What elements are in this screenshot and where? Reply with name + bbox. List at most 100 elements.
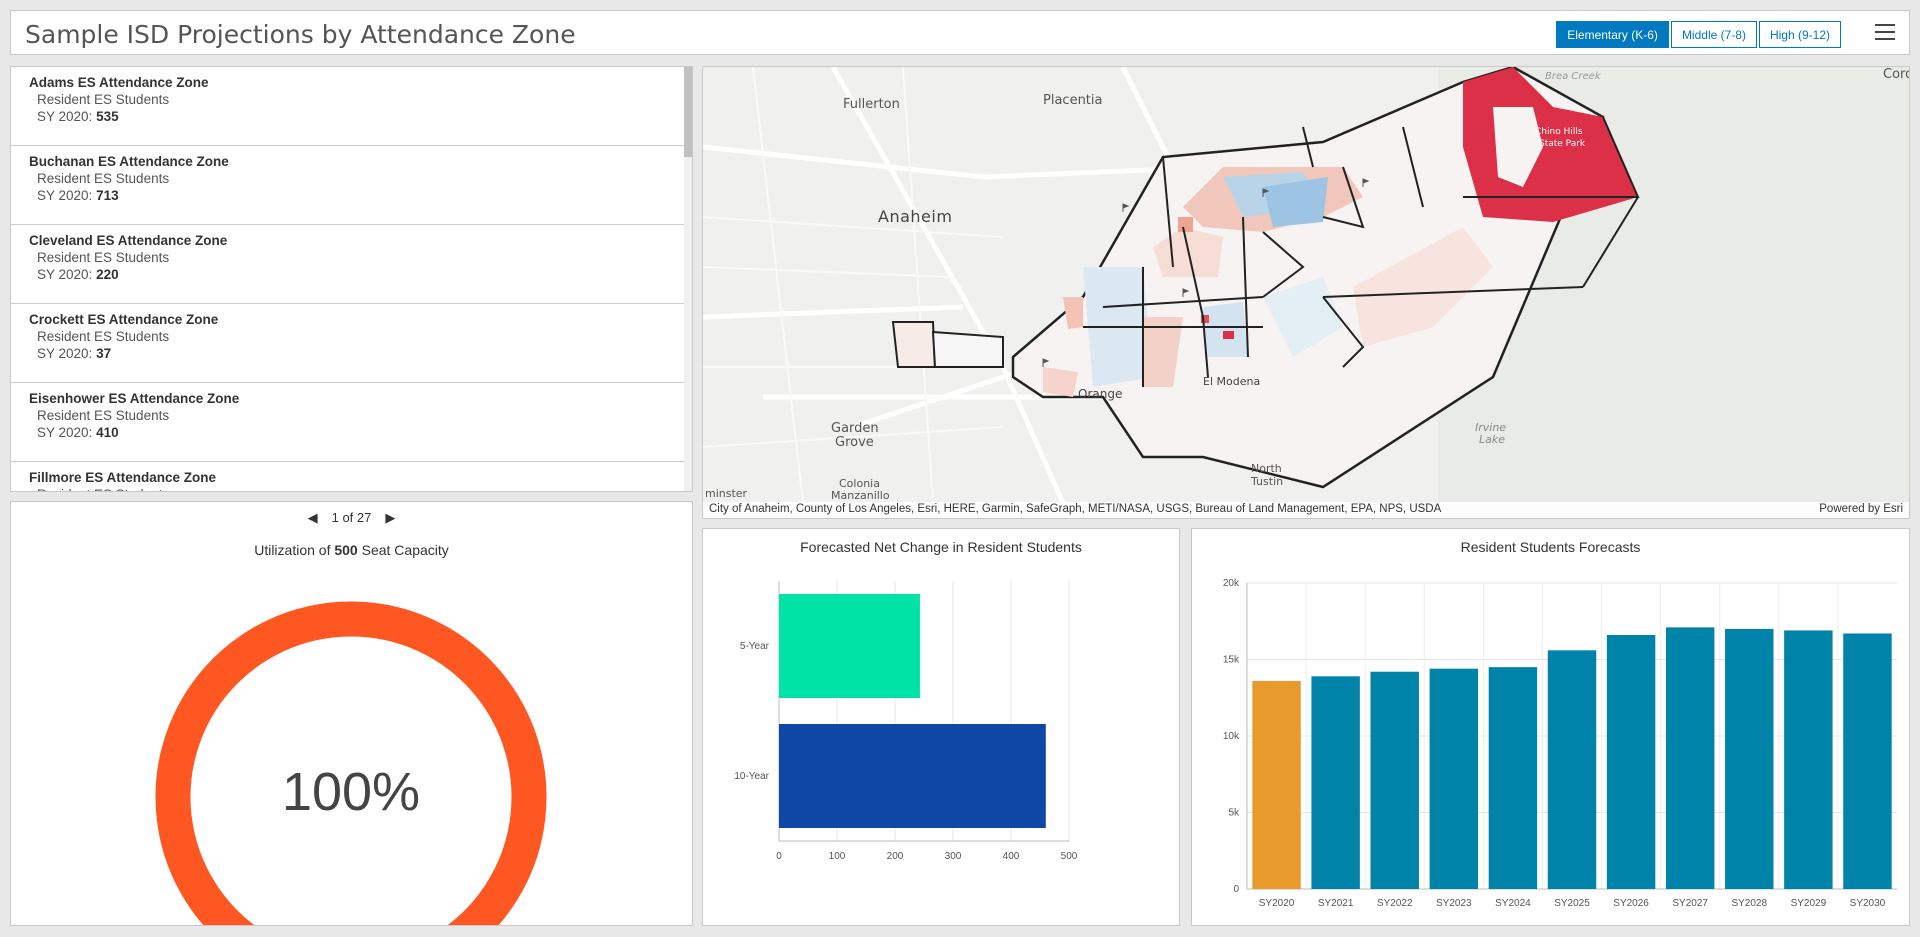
bar — [1843, 633, 1892, 889]
tab-high[interactable]: High (9-12) — [1758, 21, 1841, 48]
tab-middle[interactable]: Middle (7-8) — [1670, 21, 1757, 48]
x-tick-label: SY2029 — [1791, 898, 1827, 909]
map-label-el-modena: El Modena — [1203, 375, 1261, 388]
bar — [1252, 680, 1301, 889]
next-page-icon[interactable]: ▶ — [385, 510, 396, 525]
x-tick-label: 400 — [1003, 851, 1020, 862]
bar — [1606, 635, 1656, 889]
zone-name: Crockett ES Attendance Zone — [29, 312, 219, 327]
bar — [1547, 650, 1597, 889]
zone-subtitle: Resident ES Students — [29, 486, 674, 491]
x-tick-label: SY2028 — [1731, 898, 1767, 909]
gauge-arc — [155, 601, 547, 925]
net-change-chart-panel: Forecasted Net Change in Resident Studen… — [702, 528, 1180, 926]
net-change-chart: 0 100 200 300 400 500 5-Year 10-Year — [734, 581, 1078, 862]
attendance-zone-list: Adams ES Attendance Zone Resident ES Stud… — [10, 66, 693, 492]
map-label-north: North — [1251, 462, 1282, 475]
map-label-tustin: Tustin — [1251, 475, 1284, 488]
y-tick-label: 5-Year — [740, 641, 770, 652]
zone-value: SY 2020: 713 — [37, 188, 119, 203]
x-tick-label: SY2024 — [1495, 898, 1531, 909]
map-view[interactable]: Brea Creek Cord Fullerton Placentia Anah… — [702, 66, 1910, 519]
zone-subtitle: Resident ES Students — [37, 408, 170, 423]
bar — [779, 594, 920, 698]
bar — [1665, 627, 1715, 889]
map-label-minster: minster — [705, 487, 748, 500]
bar — [1784, 630, 1833, 889]
list-item[interactable]: Crockett ES Attendance Zone Resident ES S… — [11, 304, 692, 383]
map-label-brea: Brea Creek — [1545, 71, 1601, 82]
forecast-chart-panel: Resident Students Forecasts 0 5k 10k 15k 20k… — [1191, 528, 1910, 926]
bar — [1488, 667, 1538, 889]
map-canvas[interactable] — [703, 67, 1909, 503]
y-tick-label: 20k — [1223, 578, 1240, 589]
map-label-colonia: Colonia — [839, 477, 880, 490]
zone-name: Adams ES Attendance Zone — [29, 75, 209, 90]
x-tick-label: SY2021 — [1318, 898, 1354, 909]
zone-value: SY 2020: 410 — [37, 425, 119, 440]
level-tabs: Elementary (K-6) Middle (7-8) High (9-12… — [1554, 21, 1841, 48]
bar — [1429, 668, 1479, 889]
map-label-grove: Grove — [835, 435, 874, 450]
forecast-chart: 0 5k 10k 15k 20k SY2020 SY2021 SY2022 SY2023 SY20… — [1223, 578, 1897, 909]
map-label-anaheim: Anaheim — [878, 207, 953, 226]
x-tick-label: SY2027 — [1672, 898, 1708, 909]
zone-value: SY 2020: 535 — [37, 109, 119, 124]
attribution-text: City of Anaheim, County of Los Angeles, … — [709, 503, 1442, 515]
y-tick-label: 0 — [1233, 884, 1239, 895]
x-tick-label: SY2030 — [1850, 898, 1886, 909]
list-item[interactable]: Buchanan ES Attendance Zone Resident ES S… — [11, 146, 692, 225]
map-label-fullerton: Fullerton — [843, 97, 900, 112]
list-item[interactable]: Cleveland ES Attendance Zone Resident ES … — [11, 225, 692, 304]
y-tick-label: 5k — [1228, 808, 1240, 819]
bar — [779, 724, 1046, 828]
x-tick-label: 200 — [887, 851, 904, 862]
hamburger-menu-icon[interactable] — [1875, 24, 1895, 42]
bar — [1311, 676, 1360, 889]
y-tick-label: 10-Year — [734, 771, 769, 782]
map-label-manzanillo: Manzanillo — [831, 489, 890, 502]
zone-name: Buchanan ES Attendance Zone — [29, 154, 229, 169]
zone-name: Fillmore ES Attendance Zone — [29, 470, 217, 485]
map-label-orange: Orange — [1078, 387, 1123, 401]
x-tick-label: SY2022 — [1377, 898, 1413, 909]
scrollbar-thumb[interactable] — [684, 67, 692, 157]
map-label-garden: Garden — [831, 421, 879, 436]
zone-name: Cleveland ES Attendance Zone — [29, 233, 228, 248]
powered-by[interactable]: Powered by Esri — [1819, 503, 1903, 515]
y-tick-label: 10k — [1223, 731, 1240, 742]
pager: ◀ 1 of 27 ▶ — [11, 510, 692, 526]
gauge-title: Utilization of 500 Seat Capacity — [254, 542, 449, 558]
list-item[interactable]: Eisenhower ES Attendance Zone Resident ES… — [11, 383, 692, 462]
zone-subtitle: Resident ES Students — [37, 250, 170, 265]
x-tick-label: SY2026 — [1613, 898, 1649, 909]
x-tick-label: 500 — [1061, 851, 1078, 862]
zone-name: Eisenhower ES Attendance Zone — [29, 391, 240, 406]
x-tick-label: SY2025 — [1554, 898, 1590, 909]
y-tick-label: 15k — [1223, 655, 1240, 666]
x-tick-label: 300 — [945, 851, 962, 862]
map-label-chino-2: State Park — [1539, 139, 1586, 149]
map-label-irvine: Irvine — [1475, 421, 1507, 434]
page-indicator: 1 of 27 — [331, 510, 372, 525]
x-tick-label: SY2023 — [1436, 898, 1472, 909]
header-bar: Sample ISD Projections by Attendance Zon… — [10, 10, 1910, 55]
list-scrollbar[interactable] — [684, 67, 692, 491]
zone-subtitle: Resident ES Students — [37, 92, 170, 107]
map-label-cord: Cord — [1883, 67, 1909, 82]
map-attribution: City of Anaheim, County of Los Angeles, … — [703, 502, 1909, 518]
x-tick-label: 0 — [776, 851, 782, 862]
net-change-chart-title: Forecasted Net Change in Resident Studen… — [800, 539, 1082, 555]
map-label-lake: Lake — [1479, 433, 1506, 446]
forecast-chart-title: Resident Students Forecasts — [1460, 539, 1641, 555]
zone-subtitle: Resident ES Students — [37, 329, 170, 344]
page-title: Sample ISD Projections by Attendance Zon… — [25, 20, 576, 49]
bar — [1725, 628, 1774, 889]
prev-page-icon[interactable]: ◀ — [307, 510, 318, 525]
tab-elementary[interactable]: Elementary (K-6) — [1556, 21, 1669, 48]
gauge-svg: 100% — [155, 601, 547, 925]
zone-value: SY 2020: 220 — [37, 267, 119, 282]
zone-subtitle: Resident ES Students — [37, 171, 170, 186]
list-item[interactable]: Adams ES Attendance Zone Resident ES Stud… — [11, 67, 692, 146]
